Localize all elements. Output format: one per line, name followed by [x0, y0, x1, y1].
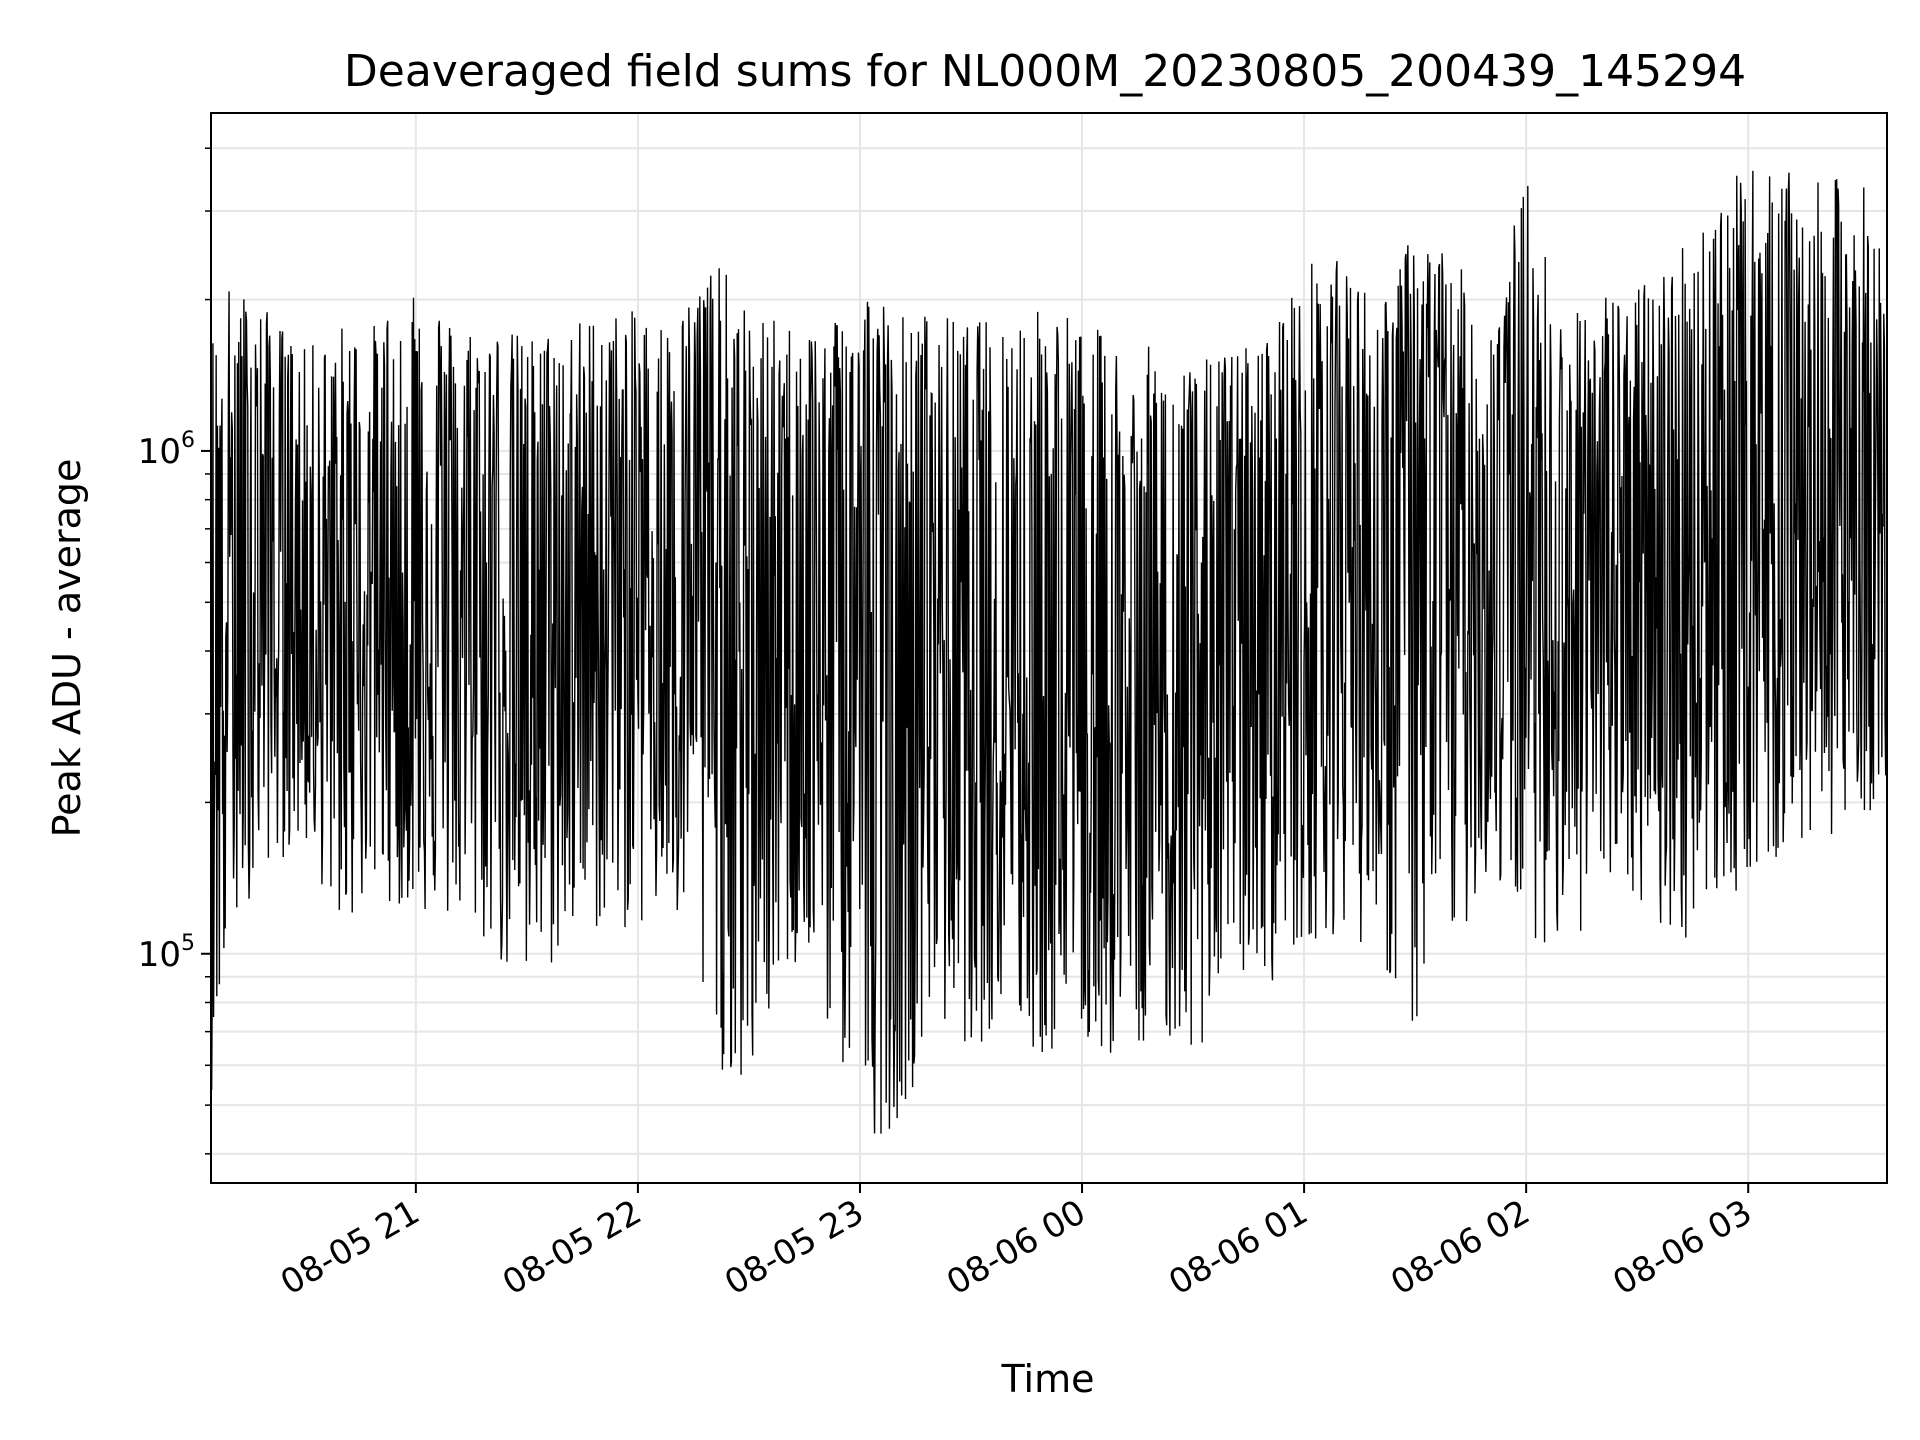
plot-frame [210, 112, 1888, 1184]
y-tick-label: 106 [138, 428, 195, 472]
y-tick-label: 105 [138, 931, 195, 975]
y-axis-label: Peak ADU - average [45, 459, 89, 838]
chart-title: Deaveraged field sums for NL000M_2023080… [344, 46, 1746, 97]
y-axis-ticks: 105 106 [138, 147, 211, 1155]
series-group [210, 170, 1888, 1134]
series-line [210, 170, 1888, 1134]
x-axis-label: Time [1001, 1357, 1095, 1401]
